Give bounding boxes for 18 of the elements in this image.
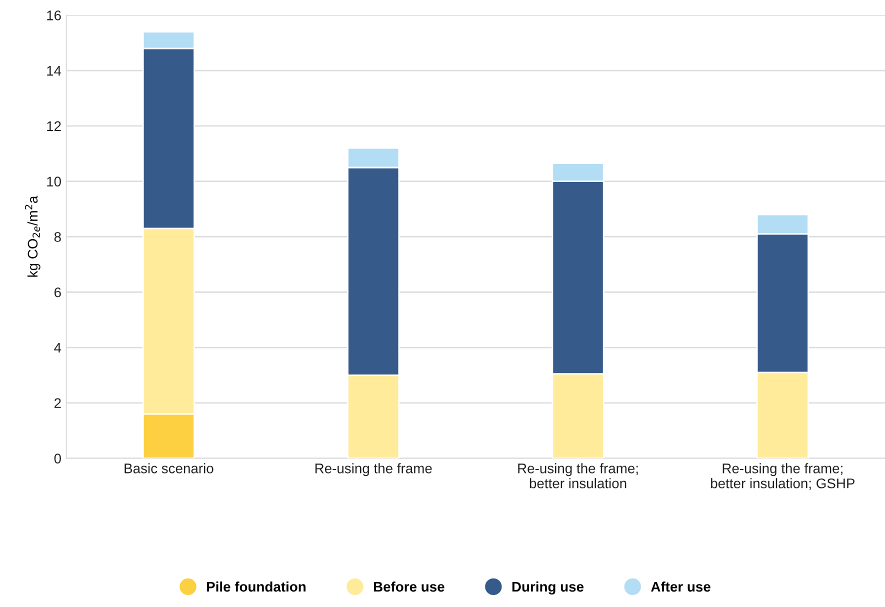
y-tick-label: 16 xyxy=(47,10,61,20)
x-tick-label: Basic scenario xyxy=(124,463,214,474)
legend-label: Pile foundation xyxy=(207,581,306,592)
x-tick-label: Re-using the frame xyxy=(315,463,432,476)
y-tick-label: 10 xyxy=(47,176,61,187)
x-tick-label: Re-using the frame; better insulation xyxy=(518,463,638,488)
legend-label: During use xyxy=(512,581,584,594)
y-tick-label: 4 xyxy=(54,342,62,353)
y-axis-title: kg CO$_{2e}$/m$^{2}$a xyxy=(24,196,40,277)
y-tick-label: 14 xyxy=(47,66,62,76)
legend-label: After use xyxy=(651,581,710,592)
legend-label: Before use xyxy=(374,581,444,592)
y-tick-label: 12 xyxy=(47,121,61,131)
x-tick-label: Re-using the frame; better insulation; GSHP xyxy=(711,463,855,490)
y-tick-label: 2 xyxy=(54,398,61,408)
y-tick-label: 6 xyxy=(54,287,61,298)
y-tick-label: 8 xyxy=(54,232,61,242)
y-tick-label: 0 xyxy=(54,454,61,464)
